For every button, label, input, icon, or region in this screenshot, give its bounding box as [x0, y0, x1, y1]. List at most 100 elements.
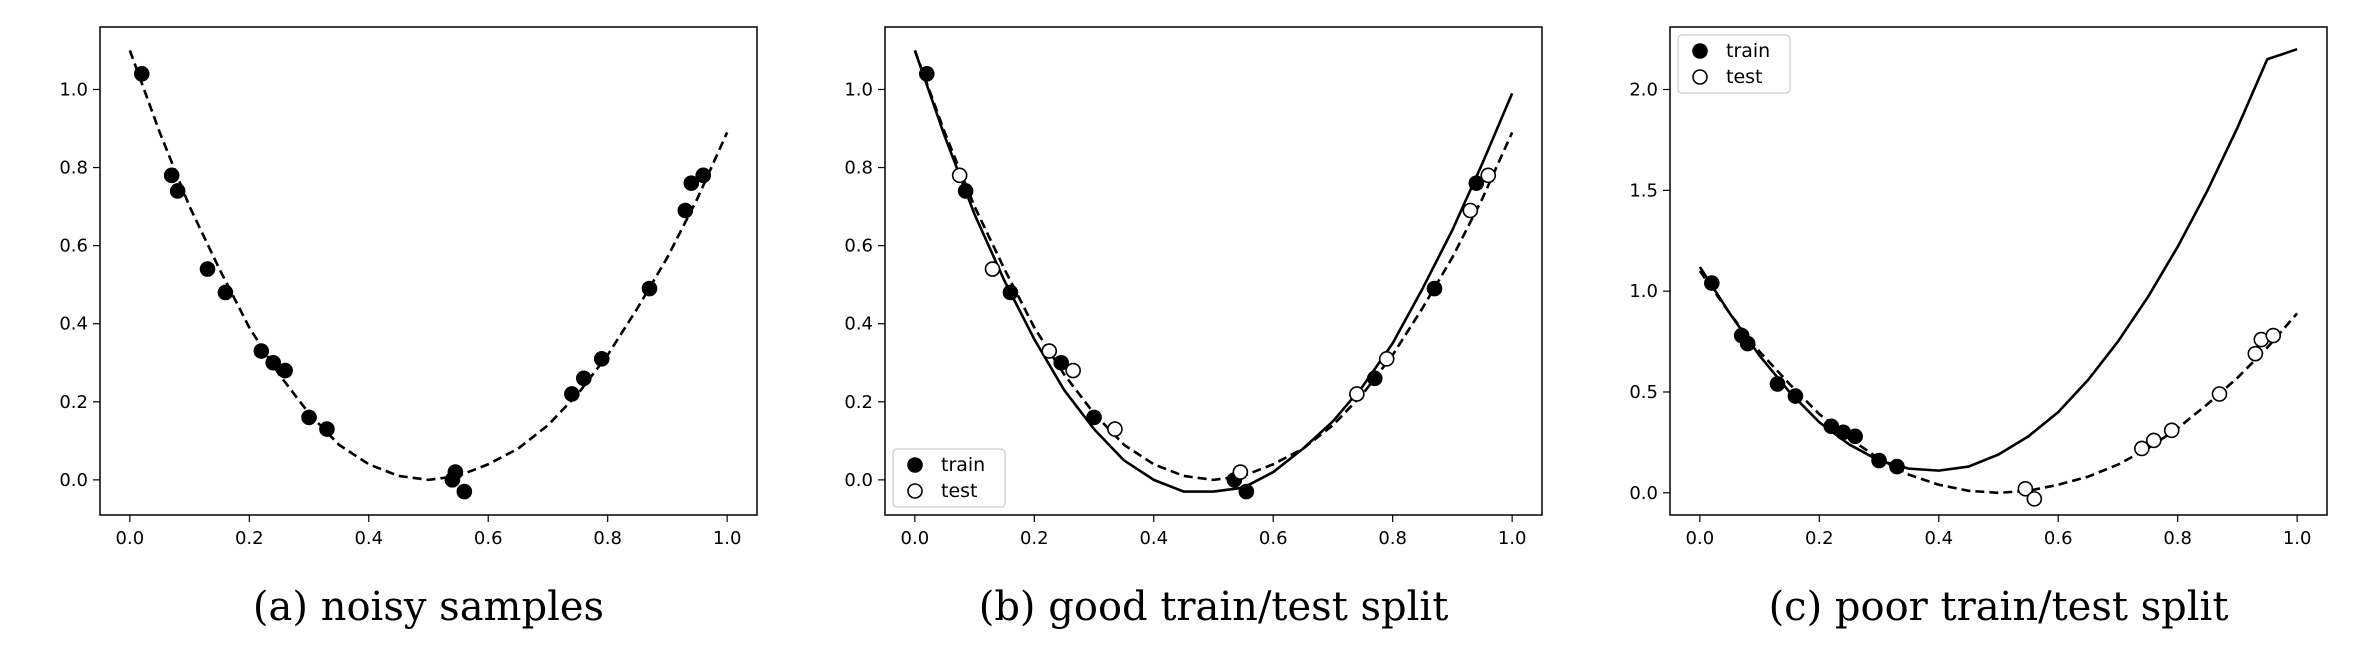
x-tick-label: 0.0 [116, 528, 145, 549]
train-point [593, 351, 610, 367]
train-point [217, 284, 234, 301]
x-tick-label: 0.2 [1020, 528, 1049, 549]
y-tick-label: 1.5 [1629, 180, 1658, 201]
y-tick-label: 0.4 [844, 314, 873, 335]
train-point [1787, 388, 1804, 404]
y-tick-label: 0.6 [59, 236, 88, 257]
test-point [2247, 345, 2264, 362]
test-point [2145, 432, 2162, 449]
y-tick-label: 2.0 [1629, 80, 1658, 101]
train-point [1002, 284, 1019, 301]
train-point [1468, 175, 1485, 191]
test-point [2026, 491, 2043, 507]
test-point [1462, 202, 1479, 219]
train-point [641, 280, 658, 297]
legend-label: train [1726, 40, 1770, 62]
train-point [277, 362, 293, 379]
y-tick-label: 1.0 [59, 79, 88, 100]
train-point [1847, 428, 1863, 445]
x-tick-label: 0.6 [1259, 528, 1288, 549]
train-point [134, 66, 150, 82]
test-point [2163, 422, 2180, 439]
y-tick-label: 0.8 [59, 158, 88, 179]
y-tick-label: 0.0 [59, 470, 88, 491]
test-point [1041, 343, 1058, 359]
train-point [253, 343, 270, 359]
train-point [1889, 458, 1905, 475]
x-tick-label: 0.2 [1805, 528, 1834, 549]
x-tick-label: 0.4 [1924, 528, 1953, 549]
test-point [2134, 440, 2150, 457]
fitted-curve-line [1698, 47, 2298, 472]
x-tick-label: 0.2 [235, 528, 264, 549]
train-point [575, 370, 592, 387]
x-tick-label: 1.0 [1498, 528, 1527, 549]
train-point [1769, 376, 1786, 392]
y-tick-label: 0.2 [59, 392, 88, 413]
test-point [1232, 464, 1249, 480]
legend-label: test [1726, 66, 1763, 88]
train-point [163, 167, 180, 184]
plot-frame [99, 26, 758, 516]
x-tick-label: 1.0 [2283, 528, 2312, 549]
train-point [456, 483, 473, 500]
plot-frame [1669, 26, 2328, 516]
train-point [169, 183, 186, 199]
x-tick-label: 0.8 [593, 528, 622, 549]
panel-caption: (c) poor train/test split [1769, 584, 2229, 630]
x-tick-label: 0.0 [901, 528, 930, 549]
x-tick-label: 0.4 [1139, 528, 1168, 549]
train-point [447, 464, 464, 480]
train-point [1739, 335, 1756, 352]
test-point [2017, 480, 2034, 497]
y-tick-label: 0.8 [844, 158, 873, 179]
panel-caption: (a) noisy samples [253, 584, 604, 630]
train-point [1366, 370, 1383, 387]
fitted-curve-line [913, 49, 1514, 493]
x-tick-label: 0.6 [2044, 528, 2073, 549]
legend-test-marker [1692, 69, 1708, 85]
true-curve-line [1698, 270, 2299, 495]
legend-train-marker [907, 457, 923, 473]
test-point [951, 167, 968, 184]
x-tick-label: 0.6 [474, 528, 503, 549]
test-point [1349, 386, 1365, 402]
x-tick-label: 0.0 [1686, 528, 1715, 549]
y-tick-label: 0.6 [844, 236, 873, 257]
legend: train test [892, 448, 1006, 508]
x-tick-label: 0.4 [354, 528, 383, 549]
true-curve-line [128, 49, 729, 482]
train-point [683, 175, 700, 191]
test-point [1480, 167, 1497, 184]
train-point [564, 386, 580, 402]
y-tick-label: 0.0 [844, 470, 873, 491]
train-point [199, 261, 216, 277]
train-point [919, 66, 935, 82]
train-point [1704, 275, 1720, 291]
legend-train-marker [1692, 43, 1708, 59]
train-point [319, 421, 335, 437]
chart-panel-1: 0.0 0.2 0.4 0.6 0.8 1.0 0.0 0.2 0.4 0.6 0.8 1.0 (a) … [59, 26, 758, 630]
train-point [1053, 354, 1069, 371]
train-point [265, 354, 282, 371]
x-tick-label: 0.8 [2163, 528, 2192, 549]
y-tick-label: 0.0 [1629, 483, 1658, 504]
train-point [957, 183, 974, 199]
test-point [2265, 327, 2282, 344]
y-tick-label: 1.0 [844, 79, 873, 100]
legend-label: test [941, 480, 978, 502]
y-tick-label: 0.2 [844, 392, 873, 413]
test-point [1065, 362, 1081, 379]
chart-panel-3: 0.0 0.2 0.4 0.6 0.8 1.0 0.0 0.5 1.0 1.5 2.0 train te… [1629, 26, 2328, 630]
train-point [301, 409, 317, 426]
legend-label: train [941, 454, 985, 476]
train-point [1871, 452, 1887, 469]
legend: train test [1677, 34, 1791, 94]
test-point [1107, 421, 1123, 437]
legend-test-marker [907, 483, 923, 499]
train-point [1426, 280, 1443, 297]
y-tick-label: 1.0 [1629, 281, 1658, 302]
x-tick-label: 1.0 [713, 528, 742, 549]
y-tick-label: 0.5 [1629, 382, 1658, 403]
